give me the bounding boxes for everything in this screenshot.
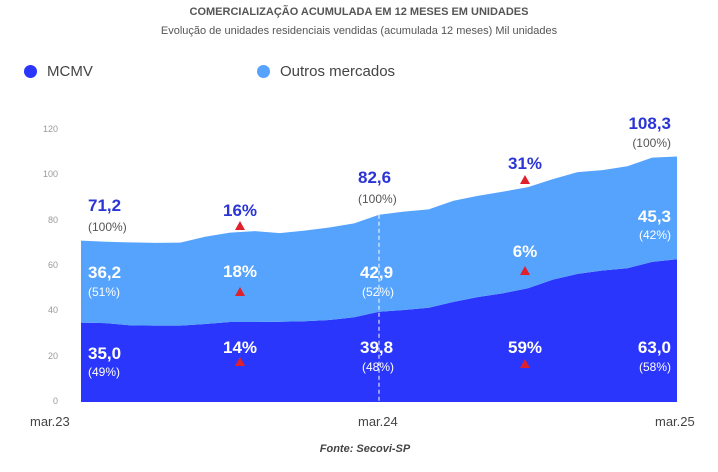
source-note: Fonte: Secovi-SP [319,443,411,455]
x-tick-label: mar.23 [30,414,70,429]
chart-title: COMERCIALIZAÇÃO ACUMULADA EM 12 MESES EM… [189,6,529,18]
legend-label-mcmv: MCMV [47,63,93,80]
y-tick-label: 40 [47,305,58,316]
legend-item-mcmv: MCMV [24,63,93,80]
legend-swatch-outros [257,65,270,78]
label-outros-end: 45,3 [637,207,671,226]
up-arrow-icon [520,266,530,275]
up-arrow-icon [235,221,245,230]
area-series-outros-mercados [81,156,677,326]
label-mcmv-start: 35,0 [88,344,122,363]
y-tick-label: 80 [47,214,58,225]
growth-outros-2: 6% [512,242,538,261]
y-tick-label: 120 [42,124,58,134]
label-mcmv-pct-end: (58%) [638,360,671,374]
label-total-end: 108,3 [628,114,671,133]
up-arrow-icon [520,175,530,184]
label-outros-pct-start: (51%) [88,285,121,299]
label-total-pct-mid: (100%) [358,192,397,206]
y-tick-label: 100 [42,169,58,180]
label-outros-pct-mid: (52%) [362,285,395,299]
growth-mcmv-1: 14% [222,338,258,357]
label-total-pct-start: (100%) [88,220,127,234]
label-total-mid: 82,6 [358,168,392,187]
x-tick-label: mar.24 [358,414,398,429]
label-total-start: 71,2 [88,196,122,215]
legend-label-outros: Outros mercados [280,63,396,80]
growth-outros-1: 18% [222,262,258,281]
up-arrow-icon [235,357,245,366]
chart-subtitle: Evolução de unidades residenciais vendid… [160,25,558,37]
label-total-pct-end: (100%) [632,136,671,150]
label-outros-mid: 42,9 [360,263,394,282]
label-mcmv-mid: 39,8 [360,338,394,357]
label-outros-pct-end: (42%) [638,228,671,242]
x-tick-label: mar.25 [655,414,695,429]
y-tick-label: 20 [47,350,58,361]
label-outros-start: 36,2 [88,263,122,282]
growth-mcmv-2: 59% [507,338,543,357]
label-mcmv-end: 63,0 [637,338,671,357]
label-mcmv-pct-start: (49%) [88,365,121,379]
y-tick-label: 0 [52,396,58,406]
growth-total-2: 31% [507,154,543,173]
legend-item-outros: Outros mercados [257,63,395,80]
up-arrow-icon [520,359,530,368]
label-mcmv-pct-mid: (48%) [362,360,395,374]
legend-swatch-mcmv [24,65,37,78]
up-arrow-icon [235,287,245,296]
growth-total-1: 16% [222,201,258,220]
y-tick-label: 60 [47,260,58,270]
